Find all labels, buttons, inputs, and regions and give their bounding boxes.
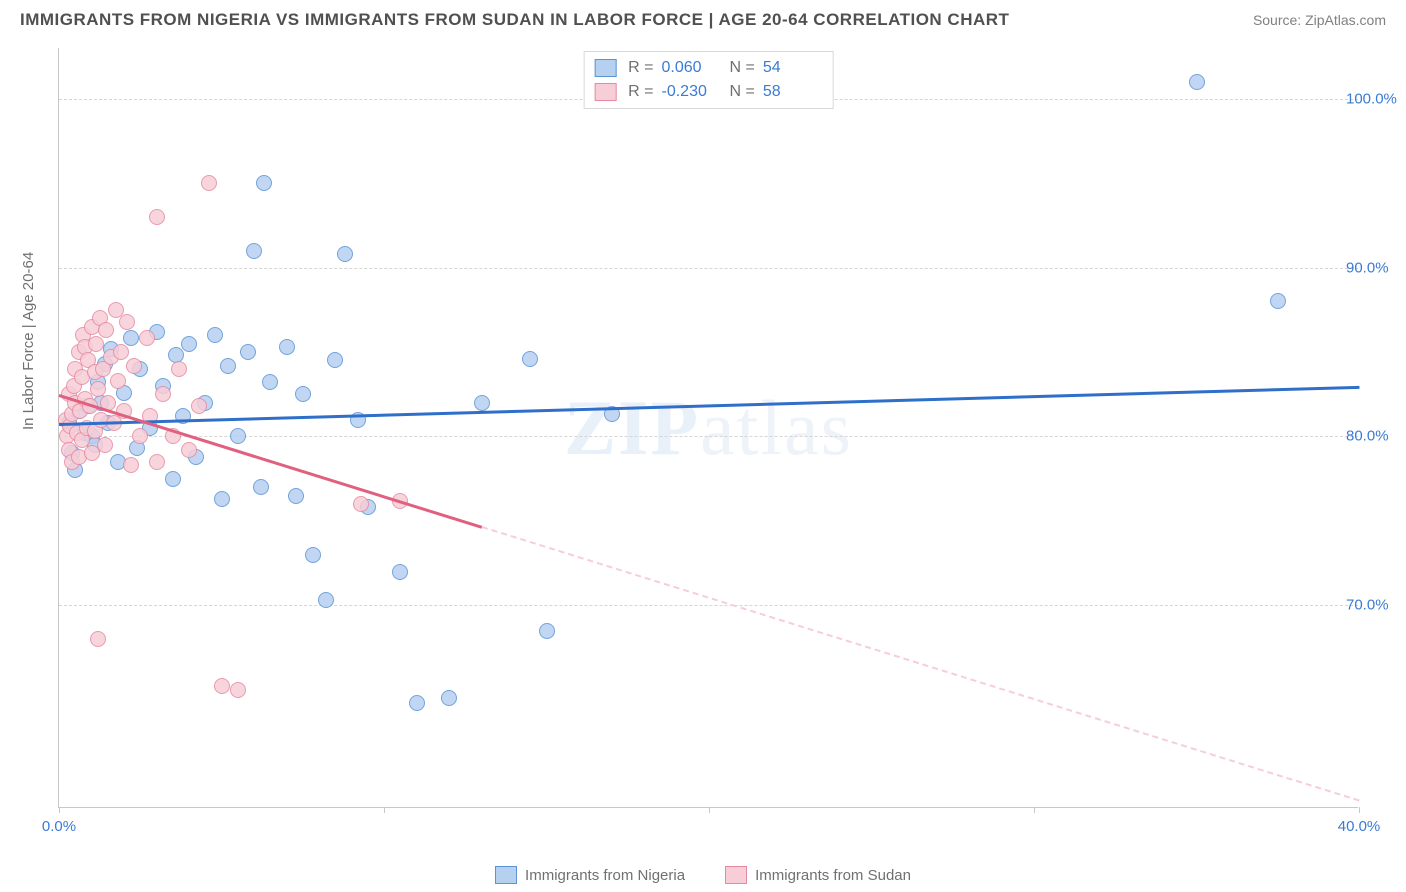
regression-line: [59, 386, 1359, 426]
y-tick-label: 80.0%: [1346, 428, 1406, 445]
source-label: Source: ZipAtlas.com: [1253, 12, 1386, 28]
corr-r-value: -0.230: [662, 80, 718, 104]
data-point-sudan: [230, 682, 246, 698]
data-point-sudan: [97, 437, 113, 453]
data-point-sudan: [132, 428, 148, 444]
corr-r-label: R =: [628, 80, 653, 104]
data-point-nigeria: [246, 243, 262, 259]
watermark: ZIPatlas: [564, 383, 853, 473]
y-tick-label: 70.0%: [1346, 597, 1406, 614]
data-point-nigeria: [165, 471, 181, 487]
data-point-sudan: [171, 361, 187, 377]
data-point-nigeria: [1189, 74, 1205, 90]
correlation-box: R = 0.060 N = 54 R = -0.230 N = 58: [583, 51, 834, 109]
legend: Immigrants from Nigeria Immigrants from …: [0, 866, 1406, 884]
data-point-nigeria: [279, 339, 295, 355]
data-point-nigeria: [474, 395, 490, 411]
x-tick-mark: [709, 807, 710, 813]
x-tick-mark: [1034, 807, 1035, 813]
x-tick-mark: [384, 807, 385, 813]
data-point-sudan: [155, 386, 171, 402]
data-point-nigeria: [288, 488, 304, 504]
data-point-nigeria: [539, 623, 555, 639]
gridline-h: [59, 605, 1358, 606]
y-axis-label: In Labor Force | Age 20-64: [20, 252, 37, 430]
gridline-h: [59, 268, 1358, 269]
data-point-nigeria: [230, 428, 246, 444]
y-tick-label: 90.0%: [1346, 259, 1406, 276]
y-tick-label: 100.0%: [1346, 90, 1406, 107]
data-point-sudan: [110, 373, 126, 389]
data-point-sudan: [88, 336, 104, 352]
data-point-sudan: [98, 322, 114, 338]
data-point-nigeria: [240, 344, 256, 360]
corr-n-label: N =: [730, 56, 755, 80]
data-point-sudan: [90, 631, 106, 647]
data-point-sudan: [353, 496, 369, 512]
data-point-nigeria: [214, 491, 230, 507]
data-point-sudan: [119, 314, 135, 330]
plot-area: ZIPatlas 70.0%80.0%90.0%100.0%0.0%40.0%R…: [58, 48, 1358, 808]
corr-n-label: N =: [730, 80, 755, 104]
corr-swatch-nigeria: [594, 59, 616, 77]
data-point-sudan: [113, 344, 129, 360]
data-point-sudan: [149, 454, 165, 470]
data-point-nigeria: [220, 358, 236, 374]
title-bar: IMMIGRANTS FROM NIGERIA VS IMMIGRANTS FR…: [0, 0, 1406, 38]
data-point-sudan: [139, 330, 155, 346]
data-point-nigeria: [181, 336, 197, 352]
data-point-sudan: [191, 398, 207, 414]
data-point-nigeria: [392, 564, 408, 580]
data-point-nigeria: [256, 175, 272, 191]
watermark-light: atlas: [700, 384, 853, 471]
corr-n-value: 54: [763, 56, 819, 80]
x-tick-mark: [1359, 807, 1360, 813]
corr-swatch-sudan: [594, 83, 616, 101]
data-point-nigeria: [262, 374, 278, 390]
data-point-nigeria: [409, 695, 425, 711]
gridline-h: [59, 436, 1358, 437]
data-point-nigeria: [295, 386, 311, 402]
data-point-sudan: [126, 358, 142, 374]
data-point-nigeria: [253, 479, 269, 495]
legend-swatch-nigeria: [495, 866, 517, 884]
data-point-nigeria: [441, 690, 457, 706]
regression-line: [481, 526, 1359, 802]
correlation-row-nigeria: R = 0.060 N = 54: [594, 56, 819, 80]
data-point-sudan: [149, 209, 165, 225]
x-tick-mark: [59, 807, 60, 813]
correlation-row-sudan: R = -0.230 N = 58: [594, 80, 819, 104]
data-point-sudan: [201, 175, 217, 191]
legend-item-sudan: Immigrants from Sudan: [725, 866, 911, 884]
legend-label-nigeria: Immigrants from Nigeria: [525, 867, 685, 884]
data-point-sudan: [123, 457, 139, 473]
x-tick-label: 40.0%: [1338, 818, 1381, 835]
data-point-sudan: [214, 678, 230, 694]
data-point-nigeria: [337, 246, 353, 262]
legend-swatch-sudan: [725, 866, 747, 884]
watermark-bold: ZIP: [564, 384, 700, 471]
x-tick-label: 0.0%: [42, 818, 76, 835]
data-point-nigeria: [305, 547, 321, 563]
legend-label-sudan: Immigrants from Sudan: [755, 867, 911, 884]
corr-n-value: 58: [763, 80, 819, 104]
data-point-nigeria: [207, 327, 223, 343]
data-point-sudan: [181, 442, 197, 458]
chart-title: IMMIGRANTS FROM NIGERIA VS IMMIGRANTS FR…: [20, 10, 1009, 30]
data-point-nigeria: [123, 330, 139, 346]
corr-r-label: R =: [628, 56, 653, 80]
legend-item-nigeria: Immigrants from Nigeria: [495, 866, 685, 884]
data-point-nigeria: [318, 592, 334, 608]
corr-r-value: 0.060: [662, 56, 718, 80]
data-point-nigeria: [1270, 293, 1286, 309]
data-point-nigeria: [522, 351, 538, 367]
data-point-nigeria: [327, 352, 343, 368]
